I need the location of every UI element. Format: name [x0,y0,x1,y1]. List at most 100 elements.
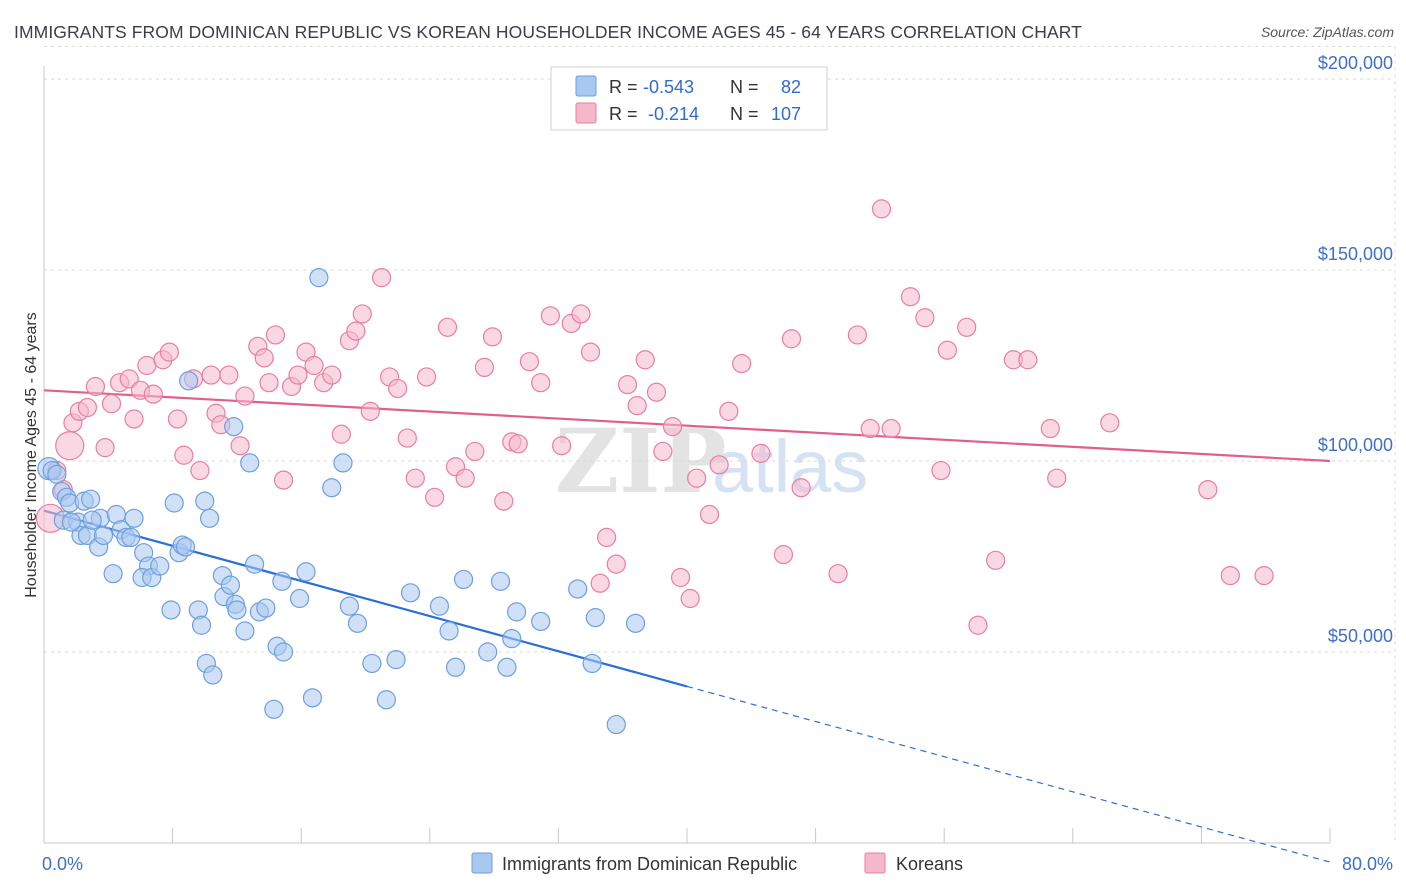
data-point-dominican [568,579,588,599]
data-point-koreans [552,436,572,456]
legend-box [550,66,828,131]
data-point-dominican [386,650,406,670]
data-point-koreans [781,329,802,349]
data-point-dominican [625,613,646,633]
data-point-koreans [773,544,794,565]
data-point-dominican [376,690,396,710]
data-point-koreans [425,487,445,507]
data-point-koreans [937,340,958,360]
data-point-dominican [302,688,323,708]
data-point-koreans [860,418,880,439]
axes [43,66,1331,844]
data-point-dominican [124,508,144,528]
legend-swatch-koreans [575,102,597,124]
data-point-koreans [352,304,372,324]
data-point-koreans [699,504,720,525]
data-point-koreans [273,470,294,490]
legend-n-label-2: N = [730,104,759,124]
data-point-dominican [61,512,81,532]
data-point-dominican [322,478,342,498]
data-point-koreans [881,418,901,439]
legend-n-value-1: 82 [781,77,801,97]
y-tick-labels: $50,000 $100,000 $150,000 $200,000 [1318,53,1393,646]
legend-r-label-2: R = [609,104,638,124]
x-tick-labels: 0.0% 80.0% [42,854,1393,874]
data-point-koreans [915,308,935,328]
data-point-koreans [508,434,528,454]
data-point-dominican [220,575,241,595]
y-tick-label: $50,000 [1328,626,1393,646]
trend-line-dominican-extension [686,685,1331,863]
data-point-koreans [143,384,163,404]
data-point-dominican [227,600,247,620]
data-point-koreans [137,355,157,376]
data-point-koreans [540,306,560,326]
data-point-koreans [119,369,139,389]
legend-r-label-1: R = [609,77,638,97]
data-point-dominican [453,569,474,590]
data-point-dominican [606,714,626,735]
data-point-dominican [81,489,101,509]
data-point-koreans [627,396,647,416]
data-point-dominican [439,621,459,641]
data-point-dominican [47,464,67,484]
data-point-dominican [82,510,102,530]
watermark-atlas: atlas [712,425,868,508]
data-point-koreans [85,376,106,397]
data-point-koreans [1018,350,1038,370]
gridlines [44,46,1396,843]
data-point-koreans [531,373,551,393]
legend-n-label-1: N = [730,77,759,97]
data-point-koreans [437,317,458,337]
data-point-koreans [680,588,700,609]
data-point-koreans [580,342,601,362]
data-point-koreans [322,365,342,385]
data-point-koreans [482,327,503,347]
data-point-koreans [590,573,610,593]
bottom-legend-swatch-koreans [864,852,886,874]
data-point-koreans [259,373,279,393]
data-point-dominican [195,491,215,511]
data-point-koreans [653,441,673,462]
data-point-dominican [429,596,450,616]
data-point-dominican [272,571,292,591]
data-point-koreans [230,436,250,456]
data-point-dominican [121,527,141,548]
data-point-dominican [244,554,265,574]
points-dominican-republic [37,268,646,735]
data-point-koreans [900,287,921,307]
data-point-koreans [174,445,194,465]
data-point-dominican [199,508,220,528]
data-point-dominican [362,653,382,674]
data-point-dominican [478,642,498,662]
data-point-koreans [732,353,752,374]
bottom-legend: Immigrants from Dominican Republic Korea… [471,852,963,874]
trend-line-dominican [43,509,688,688]
data-point-koreans [968,615,988,635]
data-point-dominican [273,642,294,662]
data-point-koreans [95,438,115,458]
bottom-legend-swatch-dominican [471,852,493,874]
data-point-koreans [159,342,179,362]
data-point-koreans [1254,565,1274,586]
data-point-koreans [1040,418,1060,439]
data-point-dominican [296,562,316,582]
data-point-koreans [687,468,707,488]
data-point-koreans [101,394,122,414]
data-point-koreans [1100,413,1120,433]
points-koreans [35,199,1274,635]
data-point-dominican [150,556,170,576]
data-point-koreans [1198,480,1218,500]
data-point-dominican [400,583,421,603]
data-point-koreans [791,478,811,498]
data-point-koreans [190,460,210,481]
trend-line-koreans [43,389,1331,463]
data-point-koreans [617,375,638,395]
data-point-dominican [339,596,360,616]
data-point-dominican [203,665,223,685]
chart-source: Source: ZipAtlas.com [1260,24,1394,40]
y-axis-title: Householder Income Ages 45 - 64 years [23,312,40,598]
data-point-koreans [124,409,144,429]
data-point-dominican [235,621,255,641]
data-point-koreans [465,441,485,462]
